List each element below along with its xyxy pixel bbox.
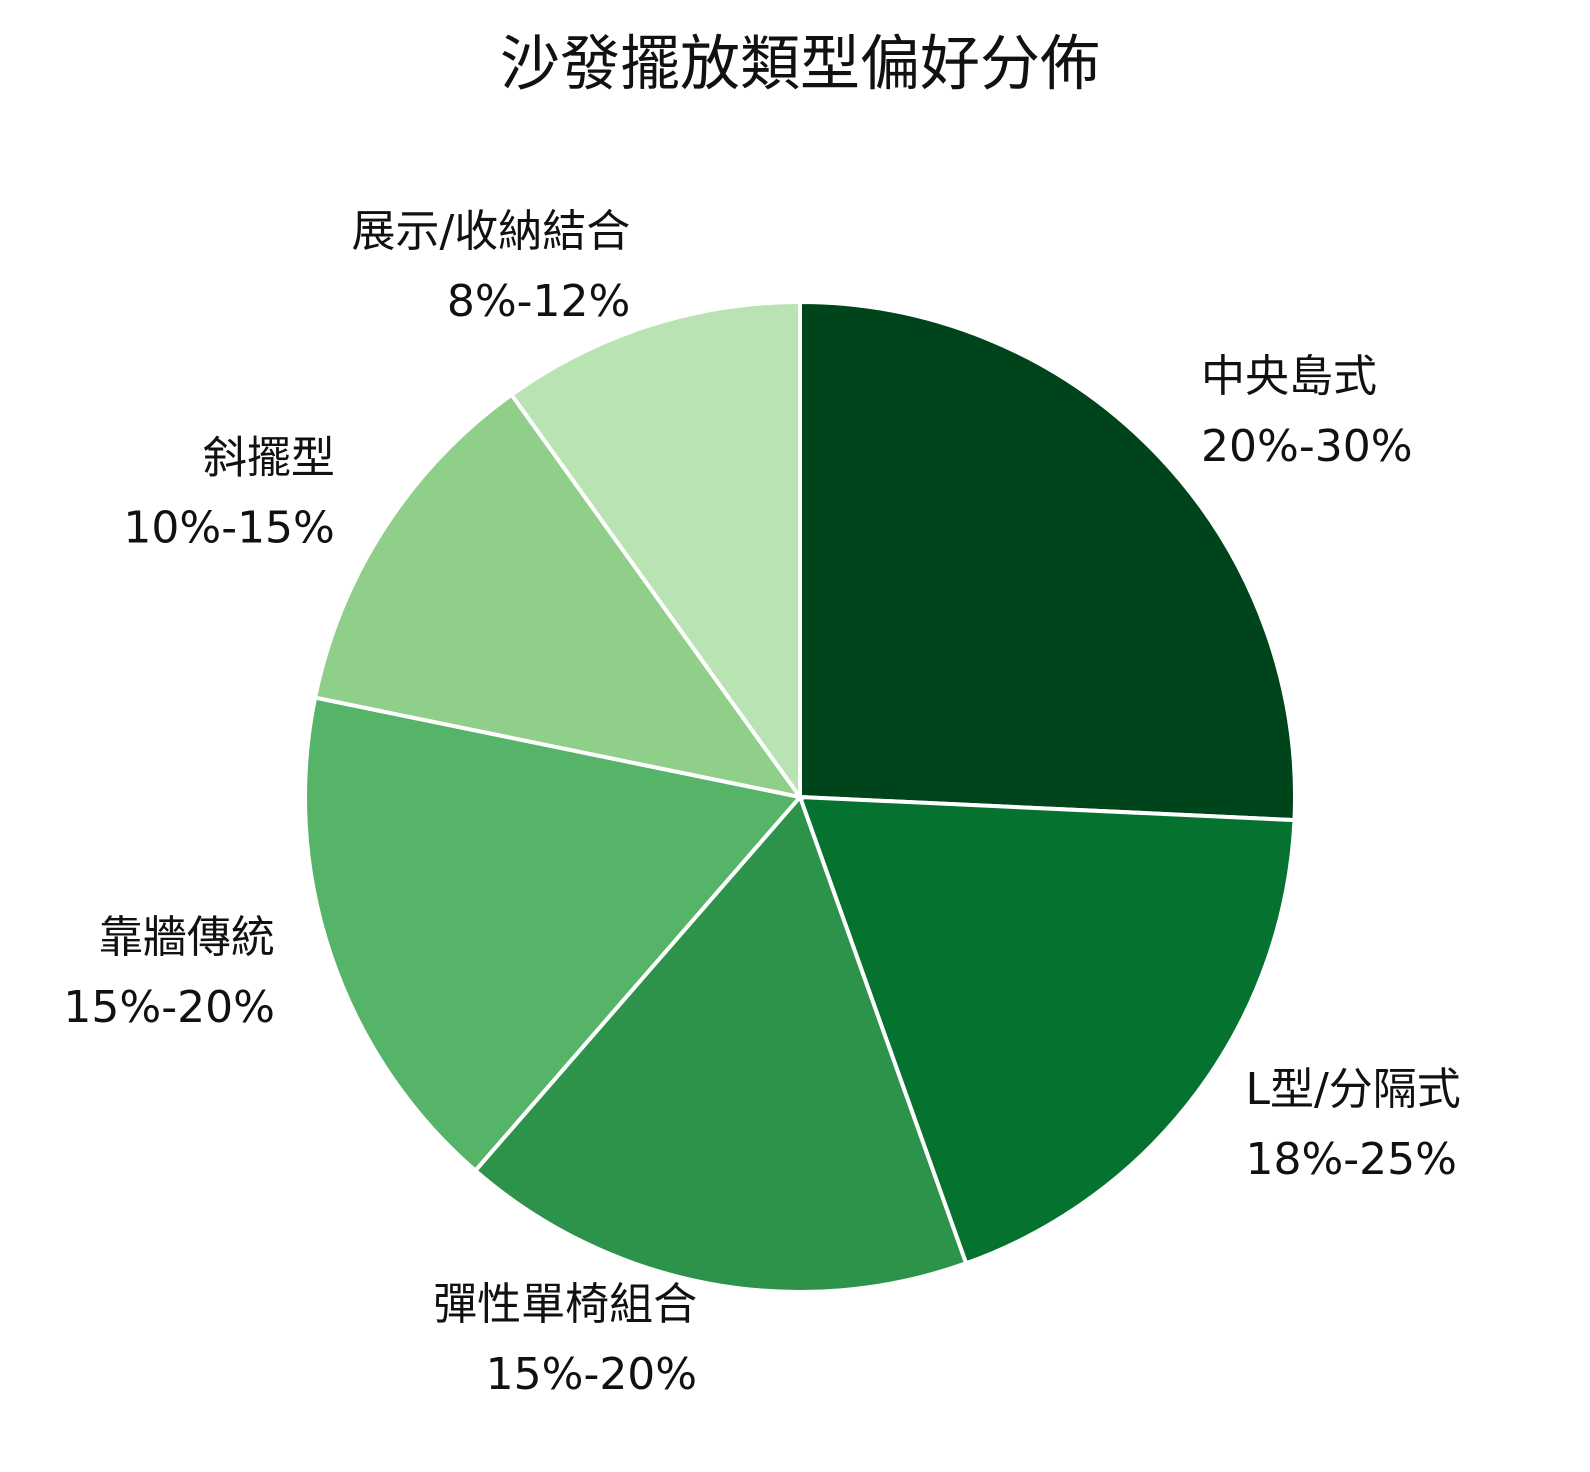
pie-slice	[472, 793, 969, 1294]
slice-range: 20%-30%	[1201, 421, 1412, 472]
slice-label: 展示/收納結合	[351, 206, 630, 257]
pie-slice	[312, 391, 805, 800]
slice-range: 18%-25%	[1245, 1134, 1456, 1185]
slice-label: 中央島式	[1201, 351, 1377, 402]
pie-slice	[303, 695, 804, 1174]
pie-slice	[798, 299, 1297, 823]
pie-slice	[797, 794, 1297, 1266]
slice-label: 斜擺型	[203, 432, 335, 483]
slice-label: 靠牆傳統	[99, 912, 275, 963]
slice-label: 彈性單椅組合	[433, 1279, 697, 1330]
slice-range: 10%-15%	[123, 502, 334, 553]
chart-title: 沙發擺放類型偏好分佈	[500, 30, 1100, 100]
slice-range: 15%-20%	[63, 982, 274, 1033]
slice-range: 8%-12%	[447, 276, 630, 327]
slice-range: 15%-20%	[486, 1349, 697, 1400]
pie-slice	[508, 299, 802, 804]
slice-label: L型/分隔式	[1245, 1064, 1460, 1115]
